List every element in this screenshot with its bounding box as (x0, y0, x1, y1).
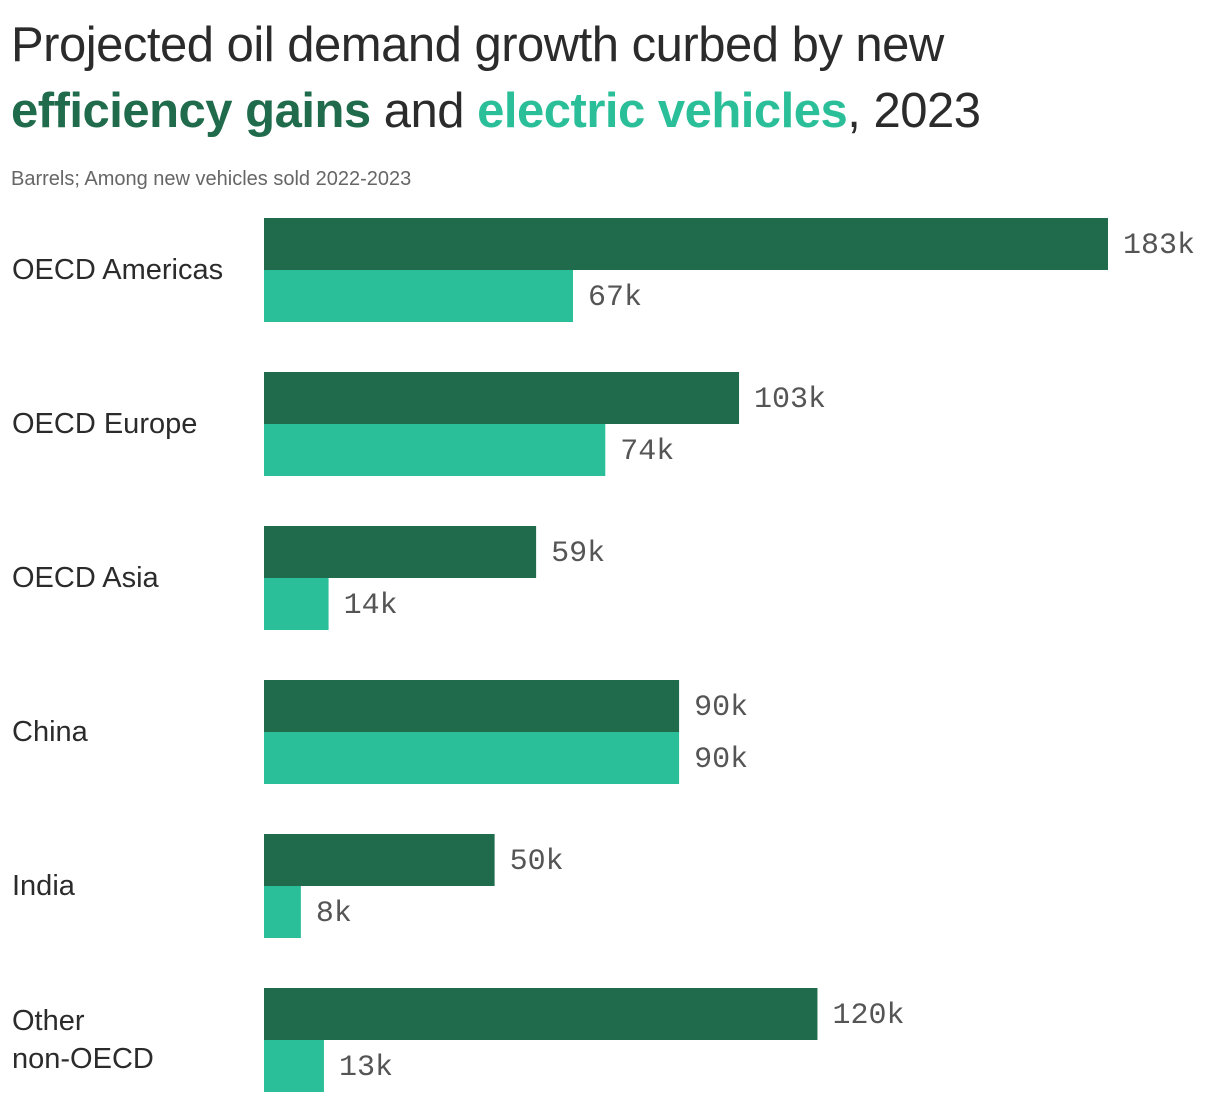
category-label-line: OECD Americas (12, 254, 223, 286)
category-label: OECD Americas (12, 254, 223, 286)
title-connector: and (370, 84, 478, 138)
bar-efficiency (264, 218, 1108, 270)
value-label: 183k (1123, 229, 1195, 263)
bar-ev (264, 270, 574, 322)
value-label: 90k (694, 691, 748, 725)
value-label: 74k (620, 435, 674, 469)
category-label-line: OECD Europe (12, 408, 197, 440)
title-ev-highlight: electric vehicles (477, 84, 848, 138)
category-label: OECD Europe (12, 408, 197, 440)
chart-title: Projected oil demand growth curbed by ne… (11, 12, 1211, 144)
value-label: 13k (339, 1051, 393, 1085)
bar-ev (264, 424, 606, 476)
category-label: Other non-OECD (12, 1005, 154, 1075)
value-label: 120k (832, 999, 904, 1033)
bar-efficiency (264, 988, 818, 1040)
bar-efficiency (264, 834, 495, 886)
category-label: China (12, 716, 89, 748)
bar-ev (264, 732, 680, 784)
chart-subtitle: Barrels; Among new vehicles sold 2022-20… (11, 168, 412, 190)
value-label: 67k (588, 281, 642, 315)
bar-efficiency (264, 680, 680, 732)
value-label: 50k (510, 845, 564, 879)
category-label-line: non-OECD (12, 1043, 154, 1075)
value-label: 59k (551, 537, 605, 571)
category-label-line: OECD Asia (12, 562, 160, 594)
title-efficiency-highlight: efficiency gains (11, 84, 371, 138)
title-suffix: , 2023 (847, 84, 981, 138)
bar-ev (264, 1040, 324, 1092)
value-label: 14k (344, 589, 398, 623)
value-label: 8k (316, 897, 352, 931)
category-label-line: China (12, 716, 89, 748)
category-label: India (12, 870, 76, 902)
category-label-line: India (12, 870, 76, 902)
bar-ev (264, 578, 329, 630)
value-label: 90k (694, 743, 748, 777)
title-line1: Projected oil demand growth curbed by ne… (11, 18, 944, 72)
category-label-line: Other (12, 1005, 85, 1037)
bar-ev (264, 886, 301, 938)
category-label: OECD Asia (12, 562, 160, 594)
value-label: 103k (754, 383, 826, 417)
bar-efficiency (264, 372, 740, 424)
bar-efficiency (264, 526, 537, 578)
